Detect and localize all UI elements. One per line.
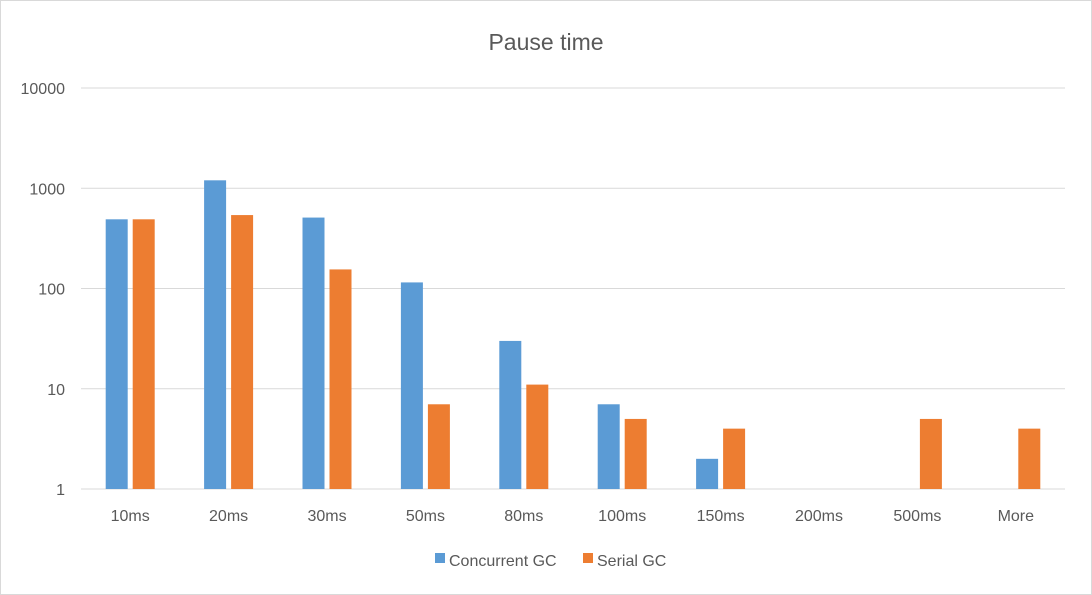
- y-tick-label: 100: [38, 282, 65, 299]
- chart-title: Pause time: [488, 29, 603, 55]
- legend-swatch-concurrent-gc: [435, 553, 445, 563]
- bar-serial-gc-50ms: [427, 404, 450, 489]
- bar-serial-gc-150ms: [723, 428, 746, 489]
- bar-concurrent-gc-20ms: [204, 180, 227, 489]
- x-tick-label: 10ms: [111, 508, 150, 525]
- y-axis-tick-labels: 1 10 100 1000 10000: [21, 81, 66, 499]
- bar-concurrent-gc-50ms: [400, 282, 423, 489]
- legend: Concurrent GC Serial GC: [435, 553, 666, 570]
- bar-concurrent-gc-80ms: [499, 340, 522, 489]
- legend-swatch-serial-gc: [583, 553, 593, 563]
- x-tick-label: 150ms: [697, 508, 745, 525]
- bar-concurrent-gc-30ms: [302, 217, 325, 489]
- bar-serial-gc-10ms: [132, 219, 155, 489]
- legend-label-concurrent-gc: Concurrent GC: [449, 553, 557, 570]
- bar-concurrent-gc-100ms: [597, 404, 620, 489]
- y-tick-label: 1: [56, 482, 65, 499]
- x-tick-label: 100ms: [598, 508, 646, 525]
- x-tick-label: 20ms: [209, 508, 248, 525]
- x-tick-label: 200ms: [795, 508, 843, 525]
- bar-serial-gc-20ms: [231, 215, 254, 490]
- legend-label-serial-gc: Serial GC: [597, 553, 666, 570]
- bar-concurrent-gc-150ms: [696, 458, 719, 489]
- x-tick-label: 30ms: [307, 508, 346, 525]
- x-tick-label: 500ms: [893, 508, 941, 525]
- bar-serial-gc-more: [1018, 428, 1041, 489]
- x-tick-label: 80ms: [504, 508, 543, 525]
- bar-serial-gc-80ms: [526, 384, 549, 489]
- y-tick-label: 10000: [21, 81, 66, 98]
- y-tick-label: 1000: [29, 181, 65, 198]
- x-axis-tick-labels: 10ms 20ms 30ms 50ms 80ms 100ms 150ms 200ms 500ms…: [111, 508, 1034, 525]
- x-tick-label: 50ms: [406, 508, 445, 525]
- x-tick-label: More: [998, 508, 1035, 525]
- bar-concurrent-gc-10ms: [105, 219, 128, 489]
- y-tick-label: 10: [47, 382, 65, 399]
- bars: [105, 180, 1041, 490]
- gridlines: [81, 87, 1065, 490]
- bar-serial-gc-500ms: [919, 418, 942, 489]
- bar-serial-gc-100ms: [624, 418, 647, 489]
- bar-serial-gc-30ms: [329, 269, 352, 489]
